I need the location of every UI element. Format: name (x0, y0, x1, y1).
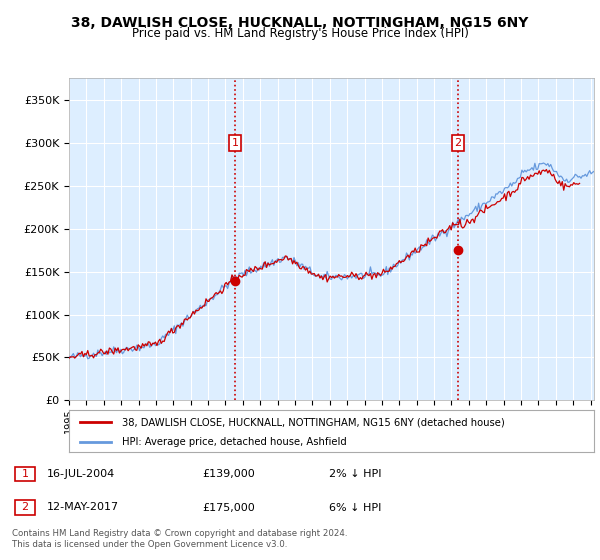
Text: £139,000: £139,000 (202, 469, 255, 479)
Text: 38, DAWLISH CLOSE, HUCKNALL, NOTTINGHAM, NG15 6NY (detached house): 38, DAWLISH CLOSE, HUCKNALL, NOTTINGHAM,… (121, 417, 504, 427)
Text: 16-JUL-2004: 16-JUL-2004 (47, 469, 115, 479)
Text: £175,000: £175,000 (202, 502, 255, 512)
Text: 38, DAWLISH CLOSE, HUCKNALL, NOTTINGHAM, NG15 6NY: 38, DAWLISH CLOSE, HUCKNALL, NOTTINGHAM,… (71, 16, 529, 30)
Text: 1: 1 (232, 138, 238, 148)
Text: Price paid vs. HM Land Registry's House Price Index (HPI): Price paid vs. HM Land Registry's House … (131, 27, 469, 40)
Text: 2: 2 (22, 502, 29, 512)
Bar (15, 467, 35, 481)
Bar (15, 501, 35, 515)
Text: 1: 1 (22, 469, 28, 479)
Text: Contains HM Land Registry data © Crown copyright and database right 2024.
This d: Contains HM Land Registry data © Crown c… (12, 529, 347, 549)
Text: HPI: Average price, detached house, Ashfield: HPI: Average price, detached house, Ashf… (121, 437, 346, 447)
Text: 6% ↓ HPI: 6% ↓ HPI (329, 502, 381, 512)
Text: 12-MAY-2017: 12-MAY-2017 (47, 502, 119, 512)
Text: 2: 2 (454, 138, 461, 148)
Text: 2% ↓ HPI: 2% ↓ HPI (329, 469, 382, 479)
